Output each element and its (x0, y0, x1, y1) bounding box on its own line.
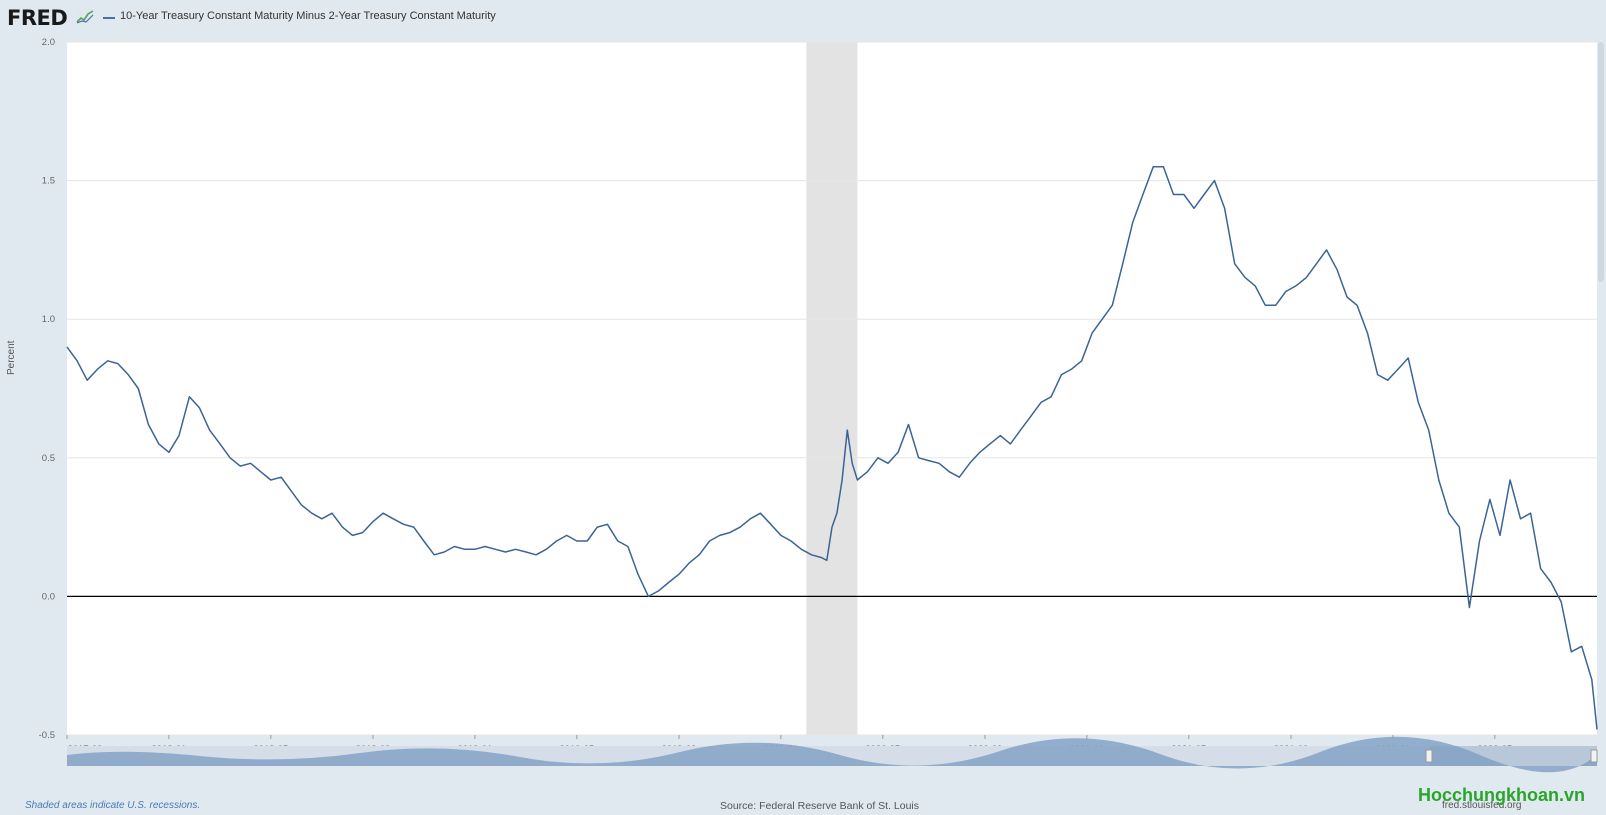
fred-graph-icon (75, 9, 95, 25)
y-tick-label: 2.0 (42, 37, 55, 48)
y-tick-label: 1.5 (42, 176, 55, 187)
series-line (66, 165, 1598, 730)
fred-logo[interactable]: FRED (7, 6, 68, 30)
page-scrollbar[interactable] (1598, 42, 1604, 282)
y-tick-label: 0.5 (42, 453, 55, 464)
recession-bands (806, 42, 858, 735)
chart-header: FRED 10-Year Treasury Constant Maturity … (0, 0, 1606, 40)
site-link[interactable]: fred.stlouisfed.org (1442, 800, 1522, 811)
source-note: Source: Federal Reserve Bank of St. Loui… (720, 800, 920, 812)
y-axis-ticks: 2.0 1.5 1.0 0.5 0.0 -0.5 (39, 37, 55, 741)
recession-note: Shaded areas indicate U.S. recessions. (25, 800, 201, 811)
y-tick-label: -0.5 (39, 730, 55, 741)
recession-band (806, 42, 858, 735)
navigator-handle-right (1590, 749, 1598, 763)
navigator-handle-left (1425, 749, 1433, 763)
legend-swatch (103, 17, 115, 19)
navigator-area (67, 736, 1597, 773)
watermark: Hocchungkhoan.vn (1418, 785, 1586, 805)
y-axis-label: Percent (6, 340, 17, 375)
series-layer (66, 165, 1598, 730)
y-tick-label: 1.0 (42, 314, 55, 325)
legend-label: 10-Year Treasury Constant Maturity Minus… (120, 10, 496, 22)
range-navigator[interactable] (67, 736, 1598, 773)
y-tick-label: 0.0 (42, 591, 55, 602)
gridlines (67, 41, 1597, 736)
